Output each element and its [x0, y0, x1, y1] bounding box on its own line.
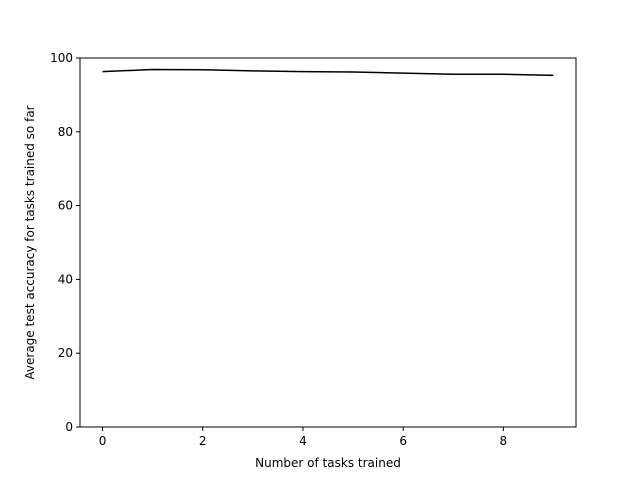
y-tick-label: 100: [50, 51, 73, 65]
x-tick-label: 0: [99, 434, 107, 448]
y-axis-label: Average test accuracy for tasks trained …: [23, 105, 37, 379]
y-tick-label: 80: [58, 125, 73, 139]
plot-frame: [79, 57, 577, 428]
x-tick-label: 6: [399, 434, 407, 448]
y-tick-label: 60: [58, 199, 73, 213]
x-tick-label: 4: [299, 434, 307, 448]
y-tick-label: 40: [58, 272, 73, 286]
series-layer: [102, 68, 554, 77]
x-tick-label: 2: [199, 434, 207, 448]
y-tick-label: 0: [65, 420, 73, 434]
x-tick-label: 8: [500, 434, 508, 448]
series-line: [102, 68, 554, 77]
x-axis-label: Number of tasks trained: [255, 456, 401, 470]
y-tick-label: 20: [58, 346, 73, 360]
